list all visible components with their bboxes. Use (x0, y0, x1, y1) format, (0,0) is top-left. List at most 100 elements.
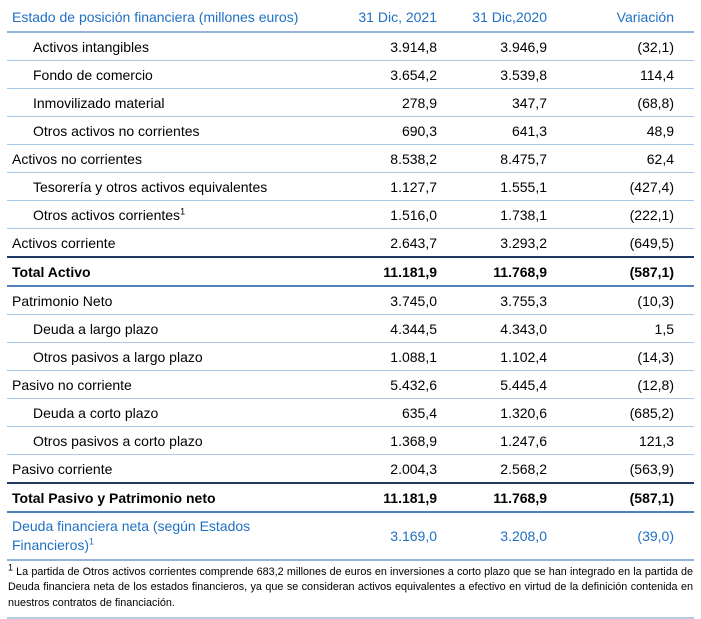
row-label: Activos corriente (12, 234, 116, 251)
row-label: Otros activos no corrientes (33, 122, 200, 139)
row-value-2020: 1.247,6 (500, 432, 547, 449)
table-row: Deuda a largo plazo 4.344,5 4.343,0 1,5 (7, 315, 694, 343)
row-label: Deuda a corto plazo (33, 404, 159, 421)
row-label: Pasivo corriente (12, 460, 113, 477)
row-label-cell: Otros pasivos a largo plazo (7, 343, 327, 371)
row-value-2020: 1.320,6 (500, 404, 547, 421)
row-value-2020: 1.555,1 (500, 178, 547, 195)
table-row: Patrimonio Neto 3.745,0 3.755,3 (10,3) (7, 286, 694, 315)
row-value-variation: (39,0) (637, 527, 674, 544)
row-value-variation: (32,1) (637, 38, 674, 55)
table-row: Total Activo 11.181,9 11.768,9 (587,1) (7, 257, 694, 286)
row-value-2021: 11.181,9 (383, 263, 437, 280)
row-label: Total Activo (12, 263, 91, 280)
row-value-2021: 1.368,9 (390, 432, 437, 449)
table-row: Total Pasivo y Patrimonio neto 11.181,9 … (7, 483, 694, 512)
row-label-cell: Patrimonio Neto (7, 286, 327, 315)
row-value-2020: 4.343,0 (500, 320, 547, 337)
row-label-cell: Inmovilizado material (7, 89, 327, 117)
row-value-2020: 3.293,2 (500, 234, 547, 251)
row-value-variation: (685,2) (629, 404, 674, 421)
row-label-cell: Activos no corrientes (7, 145, 327, 173)
row-value-2021: 8.538,2 (390, 150, 437, 167)
footnote-text: La partida de Otros activos corrientes c… (8, 566, 693, 609)
column-header-2021: 31 Dic, 2021 (327, 2, 437, 33)
row-superscript: 1 (180, 205, 186, 216)
row-label-cell: Activos corriente (7, 229, 327, 258)
row-value-2021: 3.745,0 (390, 292, 437, 309)
row-value-2020: 5.445,4 (500, 376, 547, 393)
table-row: Deuda a corto plazo 635,4 1.320,6 (685,2… (7, 399, 694, 427)
row-superscript: 1 (89, 536, 95, 547)
column-header-2020: 31 Dic,2020 (437, 2, 547, 33)
row-label: Fondo de comercio (33, 66, 153, 83)
row-label: Activos no corrientes (12, 150, 142, 167)
row-value-variation: (563,9) (629, 460, 674, 477)
row-label: Total Pasivo y Patrimonio neto (12, 489, 216, 506)
row-value-variation: (427,4) (629, 178, 674, 195)
row-label-cell: Otros activos corrientes1 (7, 201, 327, 229)
table-title: Estado de posición financiera (millones … (7, 2, 327, 33)
row-label: Deuda a largo plazo (33, 320, 159, 337)
row-value-variation: 121,3 (638, 432, 674, 449)
row-value-2020: 3.755,3 (500, 292, 547, 309)
row-value-2021: 3.654,2 (390, 66, 437, 83)
table-header: Estado de posición financiera (millones … (7, 2, 694, 33)
financial-position-table: Estado de posición financiera (millones … (7, 2, 694, 561)
row-label-cell: Tesorería y otros activos equivalentes (7, 173, 327, 201)
table-row: Activos intangibles 3.914,8 3.946,9 (32,… (7, 32, 694, 61)
row-value-2021: 2.004,3 (390, 460, 437, 477)
row-value-2021: 3.914,8 (390, 38, 437, 55)
row-value-2020: 1.102,4 (500, 348, 547, 365)
table-header-row: Estado de posición financiera (millones … (7, 2, 694, 33)
footnote-marker: 1 (8, 562, 14, 573)
row-label: Patrimonio Neto (12, 292, 113, 309)
row-value-2021: 1.127,7 (390, 178, 437, 195)
row-value-2021: 11.181,9 (383, 489, 437, 506)
row-value-variation: (587,1) (629, 489, 674, 506)
table-row: Otros activos no corrientes 690,3 641,3 … (7, 117, 694, 145)
row-label: Pasivo no corriente (12, 376, 132, 393)
row-value-2021: 2.643,7 (390, 234, 437, 251)
row-value-2021: 5.432,6 (390, 376, 437, 393)
row-value-variation: (14,3) (637, 348, 674, 365)
row-label-cell: Deuda financiera neta (según Estados Fin… (7, 512, 327, 560)
row-value-2021: 4.344,5 (390, 320, 437, 337)
row-label: Deuda financiera neta (según Estados Fin… (12, 518, 251, 553)
row-label-cell: Activos intangibles (7, 32, 327, 61)
row-value-variation: (68,8) (637, 94, 674, 111)
table-row: Inmovilizado material 278,9 347,7 (68,8) (7, 89, 694, 117)
row-label-cell: Deuda a corto plazo (7, 399, 327, 427)
row-label: Otros activos corrientes (33, 206, 181, 223)
row-value-variation: (10,3) (637, 292, 674, 309)
row-value-2020: 641,3 (511, 122, 547, 139)
row-value-2021: 1.516,0 (390, 206, 437, 223)
table-body: Activos intangibles 3.914,8 3.946,9 (32,… (7, 32, 694, 560)
table-row: Otros pasivos a corto plazo 1.368,9 1.24… (7, 427, 694, 455)
row-value-2020: 8.475,7 (500, 150, 547, 167)
table-row: Otros pasivos a largo plazo 1.088,1 1.10… (7, 343, 694, 371)
table-row: Tesorería y otros activos equivalentes 1… (7, 173, 694, 201)
table-row: Activos corriente 2.643,7 3.293,2 (649,5… (7, 229, 694, 258)
row-value-2020: 2.568,2 (500, 460, 547, 477)
row-value-2020: 3.539,8 (500, 66, 547, 83)
row-value-2020: 3.946,9 (500, 38, 547, 55)
row-value-variation: (222,1) (629, 206, 674, 223)
row-value-2021: 3.169,0 (390, 527, 437, 544)
row-value-2020: 11.768,9 (493, 263, 547, 280)
row-value-2021: 278,9 (401, 94, 437, 111)
row-label: Tesorería y otros activos equivalentes (33, 178, 268, 195)
table-row: Pasivo no corriente 5.432,6 5.445,4 (12,… (7, 371, 694, 399)
row-label: Otros pasivos a corto plazo (33, 432, 203, 449)
row-value-2021: 635,4 (401, 404, 437, 421)
table-row: Pasivo corriente 2.004,3 2.568,2 (563,9) (7, 455, 694, 484)
row-label-cell: Pasivo corriente (7, 455, 327, 484)
row-label-cell: Otros activos no corrientes (7, 117, 327, 145)
row-value-variation: 48,9 (646, 122, 674, 139)
row-label-cell: Total Pasivo y Patrimonio neto (7, 483, 327, 512)
row-value-variation: (587,1) (629, 263, 674, 280)
row-label-cell: Total Activo (7, 257, 327, 286)
row-value-2020: 347,7 (511, 94, 547, 111)
footnote: 1 La partida de Otros activos corrientes… (7, 561, 694, 619)
